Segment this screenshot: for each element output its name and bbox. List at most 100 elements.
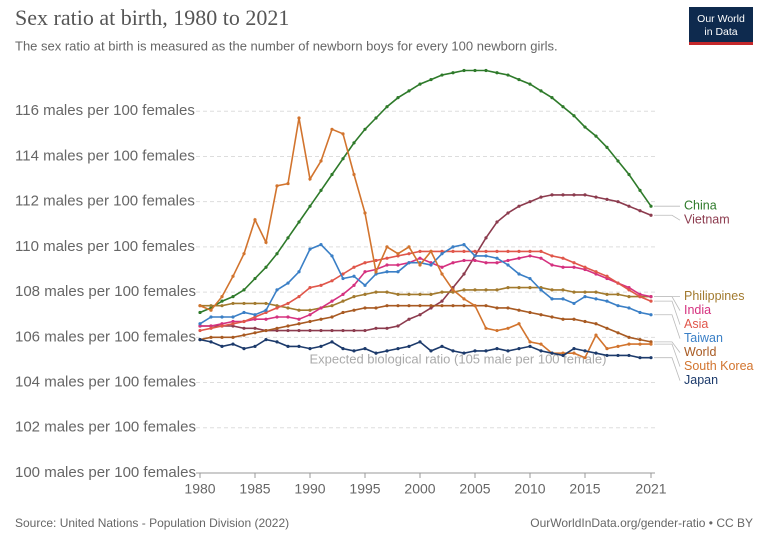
x-tick-label: 2010 — [514, 481, 545, 497]
y-tick-label: 100 males per 100 females — [15, 464, 196, 481]
point — [341, 299, 345, 303]
point — [572, 347, 576, 351]
point — [517, 272, 521, 276]
point — [242, 326, 246, 330]
point — [473, 68, 477, 73]
y-tick-label: 102 males per 100 females — [15, 419, 196, 436]
point — [605, 145, 609, 149]
point — [275, 328, 279, 333]
point — [308, 285, 312, 290]
point — [616, 331, 620, 335]
point — [506, 258, 510, 263]
point — [396, 292, 400, 296]
point — [231, 324, 235, 328]
point — [363, 211, 367, 215]
series-line — [199, 69, 652, 314]
point — [231, 322, 235, 326]
legend-label: India — [684, 303, 711, 317]
point — [539, 89, 543, 93]
point — [484, 288, 488, 292]
point — [286, 328, 290, 333]
point — [649, 340, 653, 344]
point — [506, 249, 510, 254]
point — [363, 306, 367, 310]
point — [286, 306, 290, 310]
point — [198, 328, 202, 333]
y-tick-label: 108 males per 100 females — [15, 283, 196, 300]
point — [627, 288, 631, 292]
point — [495, 220, 499, 224]
point — [363, 127, 367, 131]
point — [517, 77, 521, 82]
logo-box — [689, 7, 753, 45]
point — [462, 272, 466, 276]
point — [528, 276, 532, 281]
series-line — [199, 304, 652, 343]
point — [517, 322, 521, 326]
leader-line — [654, 341, 681, 353]
point — [242, 301, 246, 306]
point — [341, 132, 345, 136]
point — [341, 272, 345, 276]
point — [308, 328, 312, 333]
point — [418, 256, 422, 260]
point — [627, 285, 631, 290]
point — [605, 353, 609, 358]
point — [407, 304, 411, 308]
point — [231, 274, 235, 278]
point — [462, 288, 466, 292]
point — [286, 344, 290, 348]
point — [561, 265, 565, 269]
point — [616, 281, 620, 285]
point — [308, 308, 312, 312]
point — [286, 181, 290, 186]
point — [473, 249, 477, 254]
point — [275, 315, 279, 319]
point — [275, 304, 279, 308]
point — [462, 258, 466, 263]
point — [594, 134, 598, 138]
point — [220, 299, 224, 303]
point — [583, 295, 587, 299]
point — [396, 304, 400, 308]
point — [561, 288, 565, 292]
point — [550, 315, 554, 319]
point — [572, 114, 576, 118]
point — [517, 347, 521, 351]
point — [396, 347, 400, 351]
x-tick-label: 2005 — [459, 481, 490, 497]
point — [605, 197, 609, 202]
point — [583, 125, 587, 129]
point — [209, 340, 213, 344]
point — [627, 204, 631, 208]
point — [330, 172, 334, 177]
point — [275, 288, 279, 292]
point — [506, 263, 510, 267]
point — [341, 347, 345, 351]
point — [341, 157, 345, 161]
point — [429, 304, 433, 308]
point — [517, 249, 521, 254]
point — [638, 342, 642, 346]
point — [583, 356, 587, 360]
point — [374, 326, 378, 330]
point — [418, 263, 422, 267]
leader-line — [654, 314, 681, 339]
point — [374, 272, 378, 276]
point — [528, 82, 532, 86]
series-line — [199, 250, 652, 332]
point — [638, 310, 642, 315]
series-line — [200, 255, 652, 327]
point — [220, 335, 224, 339]
point — [572, 261, 576, 265]
point — [440, 344, 444, 348]
point — [561, 351, 565, 355]
point — [473, 258, 477, 263]
point — [308, 319, 312, 324]
point — [297, 220, 301, 224]
point — [495, 288, 499, 292]
point — [583, 267, 587, 272]
point — [220, 295, 224, 299]
point — [385, 245, 389, 249]
y-tick-label: 104 males per 100 females — [15, 374, 196, 391]
